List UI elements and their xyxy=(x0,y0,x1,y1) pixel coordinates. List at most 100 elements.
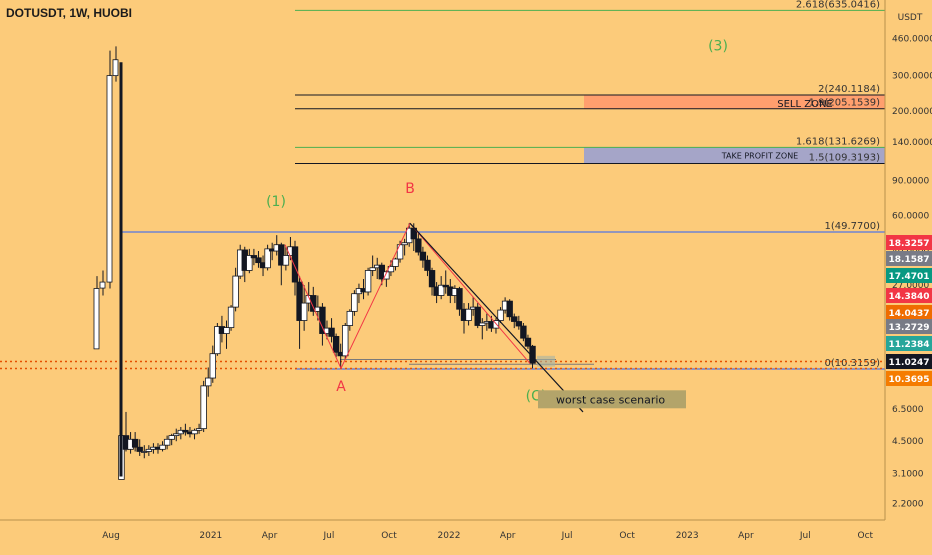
y-tick-label: 90.0000 xyxy=(892,176,929,186)
x-tick-label: Apr xyxy=(738,531,754,541)
x-tick-label: Aug xyxy=(102,531,120,541)
candle-body xyxy=(300,302,308,321)
x-tick-label: Oct xyxy=(381,531,397,541)
candle-body xyxy=(419,251,427,261)
price-label-tag xyxy=(886,371,932,386)
y-tick-label: 300.0000 xyxy=(892,72,932,82)
candle-body xyxy=(163,438,171,446)
zone-label: TAKE PROFIT ZONE xyxy=(721,151,798,160)
x-tick-label: 2023 xyxy=(676,531,699,541)
candle-body xyxy=(442,284,449,288)
candle-body xyxy=(401,242,408,246)
fib-level-label: 2.618(635.0416) xyxy=(796,0,880,10)
x-tick-label: Oct xyxy=(858,531,874,541)
candle-body xyxy=(223,327,230,334)
candle-body xyxy=(136,446,143,452)
price-label: 18.3257 xyxy=(889,239,930,249)
price-label: 13.2729 xyxy=(889,323,930,333)
fib-level-label: 1.618(131.6269) xyxy=(796,136,880,147)
candle-body xyxy=(520,325,527,339)
zone-label: SELL ZONE xyxy=(777,99,833,110)
zone-rect xyxy=(584,147,885,164)
candle-body xyxy=(246,255,253,271)
y-tick-label: 60.0000 xyxy=(892,212,929,222)
y-tick-label: 6.5000 xyxy=(892,405,924,415)
candle-body xyxy=(465,308,472,321)
candle-body xyxy=(232,275,239,308)
candle-body xyxy=(264,248,271,269)
candle-body xyxy=(159,444,166,450)
candle-body xyxy=(342,325,349,357)
candle-body xyxy=(131,438,139,448)
candle-body xyxy=(209,353,216,379)
price-label-tag xyxy=(886,354,932,369)
target-box xyxy=(537,355,555,367)
candle-body xyxy=(145,448,153,452)
y-tick-label: 2.2000 xyxy=(892,500,924,510)
price-label: 18.1587 xyxy=(889,255,930,265)
candle-body xyxy=(474,306,481,326)
price-label-tag xyxy=(886,251,932,266)
x-tick-label: Apr xyxy=(262,531,278,541)
candle-body xyxy=(428,270,436,288)
x-tick-label: Jul xyxy=(799,531,811,541)
price-label-tag xyxy=(886,268,932,283)
y-tick-label: 200.0000 xyxy=(892,107,932,117)
candle-body xyxy=(497,309,504,321)
candle-body xyxy=(99,281,106,289)
fib-level-label: 0(10.3159) xyxy=(824,358,880,369)
candle-body xyxy=(529,345,536,364)
candle-body xyxy=(524,337,532,347)
x-tick-label: 2022 xyxy=(438,531,461,541)
y-tick-label: 3.1000 xyxy=(892,470,924,480)
x-tick-label: Jul xyxy=(323,531,335,541)
price-label: 10.3695 xyxy=(889,375,930,385)
y-tick-label: 460.0000 xyxy=(892,34,932,44)
fib-level-label: 2(240.1184) xyxy=(818,84,880,95)
price-label: 14.3840 xyxy=(889,292,930,302)
candle-body xyxy=(479,322,486,326)
price-label: 14.0437 xyxy=(889,309,930,319)
price-label: 11.2384 xyxy=(889,340,930,350)
candle-body xyxy=(328,327,335,337)
price-label: 17.4701 xyxy=(889,272,930,282)
candle-body xyxy=(351,293,358,312)
price-label-tag xyxy=(886,235,932,250)
candle-body xyxy=(506,300,513,318)
wave-label: (1) xyxy=(266,194,286,210)
candle-body xyxy=(415,238,422,253)
y-tick-label: 4.5000 xyxy=(892,437,924,447)
fib-level-label: 1(49.7700) xyxy=(824,221,880,232)
x-tick-label: Jul xyxy=(561,531,573,541)
wave-label: A xyxy=(336,379,346,395)
candle-body xyxy=(93,288,100,350)
candle-body xyxy=(106,75,113,283)
fib-level-label: 1.5(109.3193) xyxy=(809,153,881,164)
candle-body xyxy=(141,451,148,453)
candle-body xyxy=(191,429,198,435)
price-label-tag xyxy=(886,288,932,303)
candle-body xyxy=(112,59,119,77)
candle-body xyxy=(195,428,203,431)
price-label: 11.0247 xyxy=(889,358,930,368)
chart-title: DOTUSDT, 1W, HUOBI xyxy=(6,6,133,20)
candle-body xyxy=(346,310,354,326)
zone-rect xyxy=(584,95,885,109)
candle-body xyxy=(332,336,340,353)
candle-body xyxy=(214,326,221,355)
candle-body xyxy=(369,267,376,271)
x-tick-label: Apr xyxy=(500,531,516,541)
y-unit-label: USDT xyxy=(898,13,923,23)
candle-body xyxy=(296,281,303,321)
annotation-box xyxy=(538,390,686,409)
y-tick-label: 140.0000 xyxy=(892,138,932,148)
wave-label: (3) xyxy=(708,39,728,55)
candle-body xyxy=(392,258,399,267)
candle-body xyxy=(291,246,299,283)
fib-level-label: 1.9(205.1539) xyxy=(809,98,881,109)
candle-body xyxy=(173,433,180,437)
candle-body xyxy=(182,429,189,433)
trend-line xyxy=(409,222,584,413)
